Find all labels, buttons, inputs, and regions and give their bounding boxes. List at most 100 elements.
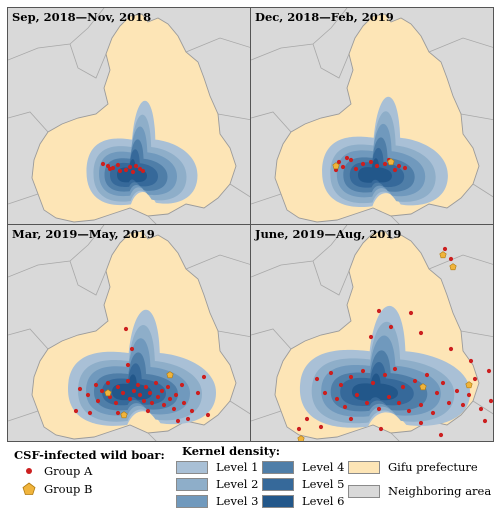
group-a-point <box>195 390 201 396</box>
group-a-point <box>424 372 430 378</box>
neighbor-border <box>251 410 282 422</box>
group-a-point <box>125 378 131 384</box>
group-a-point <box>123 326 129 332</box>
neighbor-border <box>472 400 493 415</box>
group-a-point <box>165 384 171 390</box>
group-a-point <box>318 424 324 430</box>
group-a-point <box>446 400 452 406</box>
group-b-point <box>332 162 340 170</box>
group-a-point <box>342 404 348 410</box>
group-a-point <box>189 408 195 414</box>
group-a-point <box>368 159 374 165</box>
neighbor-border <box>8 111 49 133</box>
group-a-point <box>488 398 493 404</box>
group-a-point <box>153 380 159 386</box>
group-a-point <box>360 368 366 374</box>
group-a-point <box>161 402 167 408</box>
group-a-point <box>137 166 143 172</box>
group-a-point <box>454 388 460 394</box>
group-b-label: Group B <box>44 482 93 496</box>
neighbor-border <box>8 193 39 205</box>
group-a-point <box>418 330 424 336</box>
map-panel-1: Sep, 2018—Nov, 2018 <box>7 7 251 225</box>
group-a-point <box>466 392 472 398</box>
group-a-point <box>115 410 121 416</box>
group-a-point <box>378 426 384 432</box>
group-a-point <box>348 416 354 422</box>
legend-level-4: Level 4 <box>262 460 344 474</box>
group-a-point <box>141 398 147 404</box>
group-a-point <box>440 380 446 386</box>
group-a-point <box>149 400 155 406</box>
group-a-point <box>382 372 388 378</box>
map-legend: CSF-infected wild boar: Group A Group B … <box>4 442 497 518</box>
group-a-point <box>406 408 412 414</box>
neighbor-border <box>428 37 493 53</box>
level-6-swatch <box>262 494 294 508</box>
group-a-point <box>115 384 121 390</box>
neighbor-border <box>69 260 107 296</box>
group-a-point <box>396 163 402 169</box>
group-a-point <box>354 392 360 398</box>
group-a-point <box>99 388 105 394</box>
legend-level-3: Level 3 <box>176 494 258 508</box>
group-a-point <box>364 400 370 406</box>
neighbor-border <box>460 330 493 338</box>
legend-level-2: Level 2 <box>176 477 258 491</box>
group-a-point <box>304 416 310 422</box>
group-a-point <box>77 386 83 392</box>
map-canvas-2 <box>251 8 493 224</box>
neighbor-border <box>460 113 493 121</box>
group-a-point <box>438 432 444 438</box>
map-canvas-1 <box>8 8 250 224</box>
group-a-point <box>105 380 111 386</box>
group-a-point <box>344 155 350 161</box>
kernel-level-6 <box>358 158 392 183</box>
group-a-point <box>328 370 334 376</box>
level-3-swatch <box>176 494 208 508</box>
legend-gifu: Gifu prefecture <box>348 460 478 474</box>
group-a-point <box>123 167 129 173</box>
group-a-point <box>388 324 394 330</box>
group-a-point <box>167 396 173 402</box>
panel-title: June, 2019—Aug, 2019 <box>255 227 402 241</box>
legend-level-6: Level 6 <box>262 494 344 508</box>
group-b-point <box>449 263 457 271</box>
group-a-point <box>402 165 408 171</box>
group-b-point <box>419 383 427 391</box>
group-a-point <box>93 382 99 388</box>
level-5-label: Level 5 <box>302 477 345 491</box>
map-panel-2: Dec, 2018—Feb, 2019 <box>250 7 494 225</box>
neighbor-border <box>185 254 250 270</box>
legend-neighbor: Neighboring area <box>348 484 491 498</box>
group-b-point <box>297 435 305 441</box>
group-a-point <box>117 168 123 174</box>
group-a-point <box>107 166 113 172</box>
panel-title: Dec, 2018—Feb, 2019 <box>255 10 394 24</box>
group-b-point <box>166 371 174 379</box>
group-a-point <box>360 161 366 167</box>
group-a-point <box>175 418 181 424</box>
group-a-point <box>382 161 388 167</box>
group-a-marker-icon <box>22 464 36 478</box>
panel-title: Mar, 2019—May, 2019 <box>12 227 155 241</box>
neighbor-border <box>217 113 250 121</box>
neighbor-border <box>229 400 250 415</box>
map-canvas-4 <box>251 225 493 441</box>
group-a-point <box>478 406 484 412</box>
group-a-point <box>127 396 133 402</box>
group-a-point <box>85 392 91 398</box>
group-a-point <box>376 406 382 412</box>
group-a-point <box>201 374 207 380</box>
group-a-point <box>348 157 354 163</box>
neighbor-border <box>8 328 49 350</box>
neighbor-border <box>251 193 282 205</box>
group-b-point <box>104 389 112 397</box>
group-a-point <box>133 163 139 169</box>
group-b-point <box>120 411 128 419</box>
group-a-point <box>145 408 151 414</box>
map-panel-4: June, 2019—Aug, 2019 <box>250 224 494 442</box>
group-a-point <box>442 246 448 252</box>
group-a-point <box>147 390 153 396</box>
legend-group-a: Group A <box>22 464 92 478</box>
